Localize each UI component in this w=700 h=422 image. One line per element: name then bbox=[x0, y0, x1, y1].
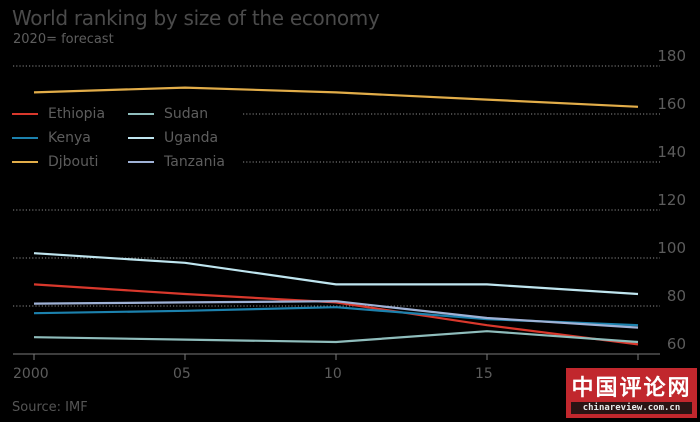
legend-item-ethiopia: Ethiopia bbox=[12, 104, 105, 124]
legend-swatch bbox=[128, 136, 154, 140]
x-tick-label: 15 bbox=[475, 366, 493, 382]
legend-swatch bbox=[12, 160, 38, 164]
series-line-djbouti bbox=[33, 86, 639, 108]
y-tick-label: 120 bbox=[657, 191, 686, 209]
legend-label: Sudan bbox=[164, 106, 209, 122]
legend-label: Ethiopia bbox=[48, 106, 106, 122]
y-tick-label: 100 bbox=[657, 239, 686, 257]
legend-item-sudan: Sudan bbox=[128, 104, 208, 124]
watermark-chinese-text: 中国评论网 bbox=[571, 375, 692, 401]
legend-item-kenya: Kenya bbox=[12, 128, 91, 148]
y-tick-label: 140 bbox=[657, 143, 686, 161]
x-tick-label: 05 bbox=[173, 366, 191, 382]
legend-swatch bbox=[12, 112, 38, 116]
legend-label: Kenya bbox=[48, 130, 91, 146]
legend-item-djbouti: Djbouti bbox=[12, 152, 98, 172]
legend-swatch bbox=[128, 112, 154, 116]
y-tick-label: 180 bbox=[657, 47, 686, 65]
y-tick-label: 160 bbox=[657, 95, 686, 113]
series-line-sudan bbox=[33, 330, 639, 344]
legend-swatch bbox=[128, 160, 154, 164]
series-line-tanzania bbox=[33, 300, 639, 329]
x-tick-label: 2000 bbox=[13, 366, 49, 382]
source-note: Source: IMF bbox=[12, 400, 88, 415]
series-line-uganda bbox=[33, 252, 639, 296]
legend-label: Uganda bbox=[164, 130, 219, 146]
watermark-logo: 中国评论网 chinareview.com.cn bbox=[566, 368, 697, 418]
legend-label: Tanzania bbox=[164, 154, 225, 170]
series-line-ethiopia bbox=[33, 283, 639, 346]
legend-swatch bbox=[12, 136, 38, 140]
legend-item-tanzania: Tanzania bbox=[128, 152, 225, 172]
legend-item-uganda: Uganda bbox=[128, 128, 218, 148]
watermark-domain: chinareview.com.cn bbox=[571, 402, 692, 414]
y-tick-label: 80 bbox=[667, 287, 686, 305]
chart-title: World ranking by size of the economy bbox=[12, 6, 380, 30]
legend-label: Djbouti bbox=[48, 154, 99, 170]
x-tick-label: 10 bbox=[324, 366, 342, 382]
y-tick-label: 60 bbox=[667, 335, 686, 353]
chart-subtitle: 2020= forecast bbox=[13, 32, 114, 47]
